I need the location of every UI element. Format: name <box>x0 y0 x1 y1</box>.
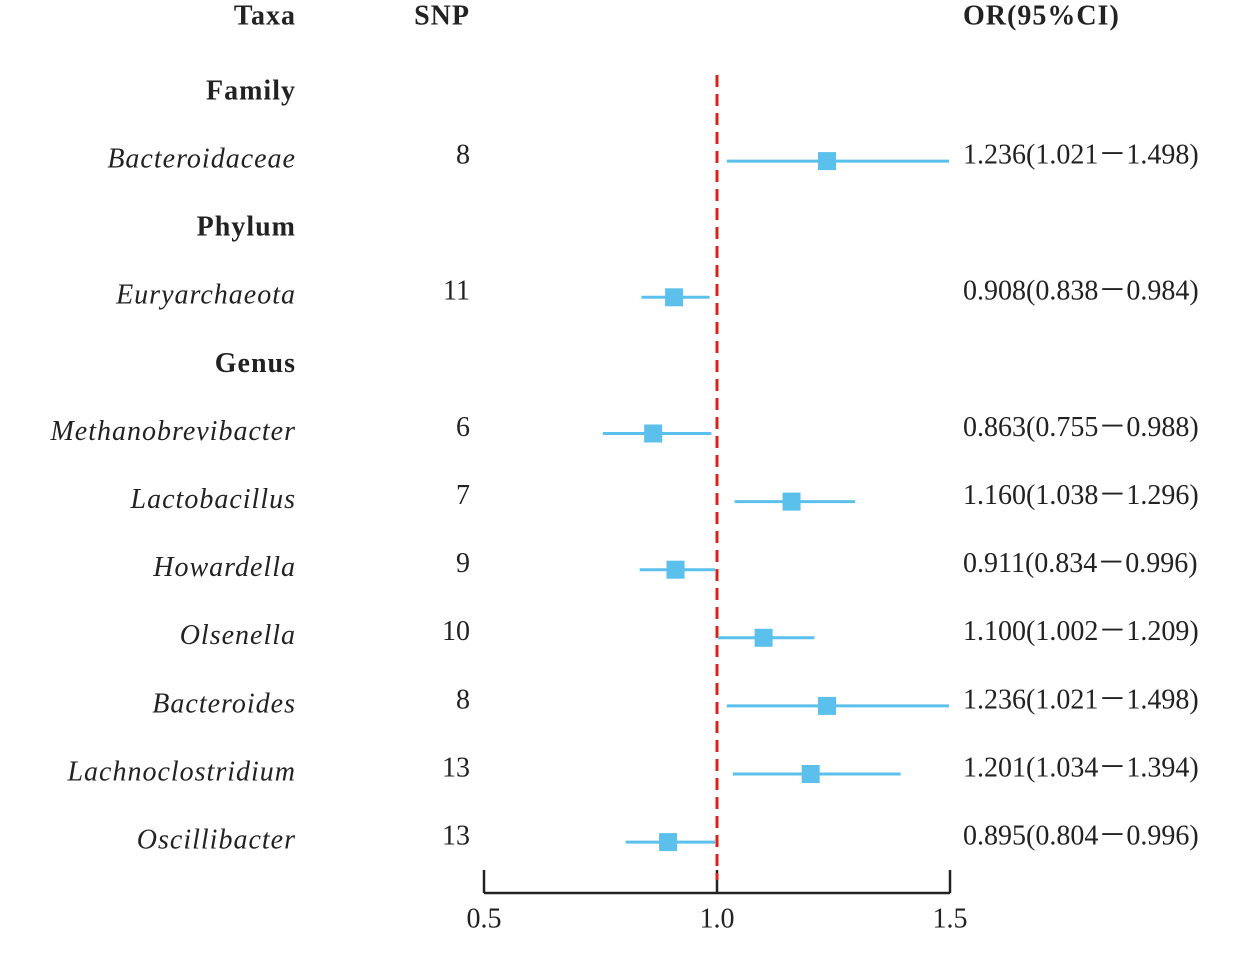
snp-label: 10 <box>442 616 470 647</box>
snp-label: 6 <box>456 412 470 443</box>
or-point <box>665 288 684 307</box>
snp-label: 7 <box>456 480 470 511</box>
taxon-label: Oscillibacter <box>137 825 296 856</box>
or-point <box>817 152 836 171</box>
or-point <box>782 492 801 511</box>
x-tick-label: 1.0 <box>700 903 735 934</box>
x-tick-label: 1.5 <box>933 903 968 934</box>
taxon-label: Bacteroides <box>152 688 296 719</box>
or-point <box>644 424 663 443</box>
snp-label: 13 <box>442 752 470 783</box>
or-label: 0.895(0.804－0.996) <box>963 821 1199 852</box>
taxon-label: Methanobrevibacter <box>49 416 296 447</box>
taxon-label: Lachnoclostridium <box>66 756 296 787</box>
snp-header: SNP <box>414 0 470 31</box>
taxon-label: Lactobacillus <box>130 484 296 515</box>
snp-label: 9 <box>456 548 470 579</box>
or-label: 0.911(0.834－0.996) <box>963 548 1198 579</box>
or-label: 0.908(0.838－0.984) <box>963 276 1199 307</box>
or-point <box>659 833 678 852</box>
snp-label: 13 <box>442 821 470 852</box>
or-header: OR(95%CI) <box>963 0 1120 31</box>
or-label: 1.236(1.021－1.498) <box>963 140 1199 171</box>
group-label: Phylum <box>197 212 296 243</box>
or-point <box>801 765 820 783</box>
taxon-label: Howardella <box>152 552 296 583</box>
or-label: 1.201(1.034－1.394) <box>963 752 1199 783</box>
or-point <box>817 696 836 715</box>
or-point <box>666 560 685 579</box>
taxon-label: Euryarchaeota <box>115 280 296 311</box>
or-label: 0.863(0.755－0.988) <box>963 412 1199 443</box>
or-point <box>754 628 773 647</box>
or-label: 1.160(1.038－1.296) <box>963 480 1199 511</box>
snp-label: 11 <box>443 276 470 307</box>
snp-label: 8 <box>456 684 470 715</box>
taxon-label: Olsenella <box>180 620 296 651</box>
or-label: 1.236(1.021－1.498) <box>963 684 1199 715</box>
group-label: Family <box>206 75 296 106</box>
group-label: Genus <box>215 348 296 379</box>
snp-label: 8 <box>456 140 470 171</box>
or-label: 1.100(1.002－1.209) <box>963 616 1199 647</box>
taxon-label: Bacteroidaceae <box>107 144 296 175</box>
taxa-header: Taxa <box>234 0 296 31</box>
x-tick-label: 0.5 <box>467 903 502 934</box>
